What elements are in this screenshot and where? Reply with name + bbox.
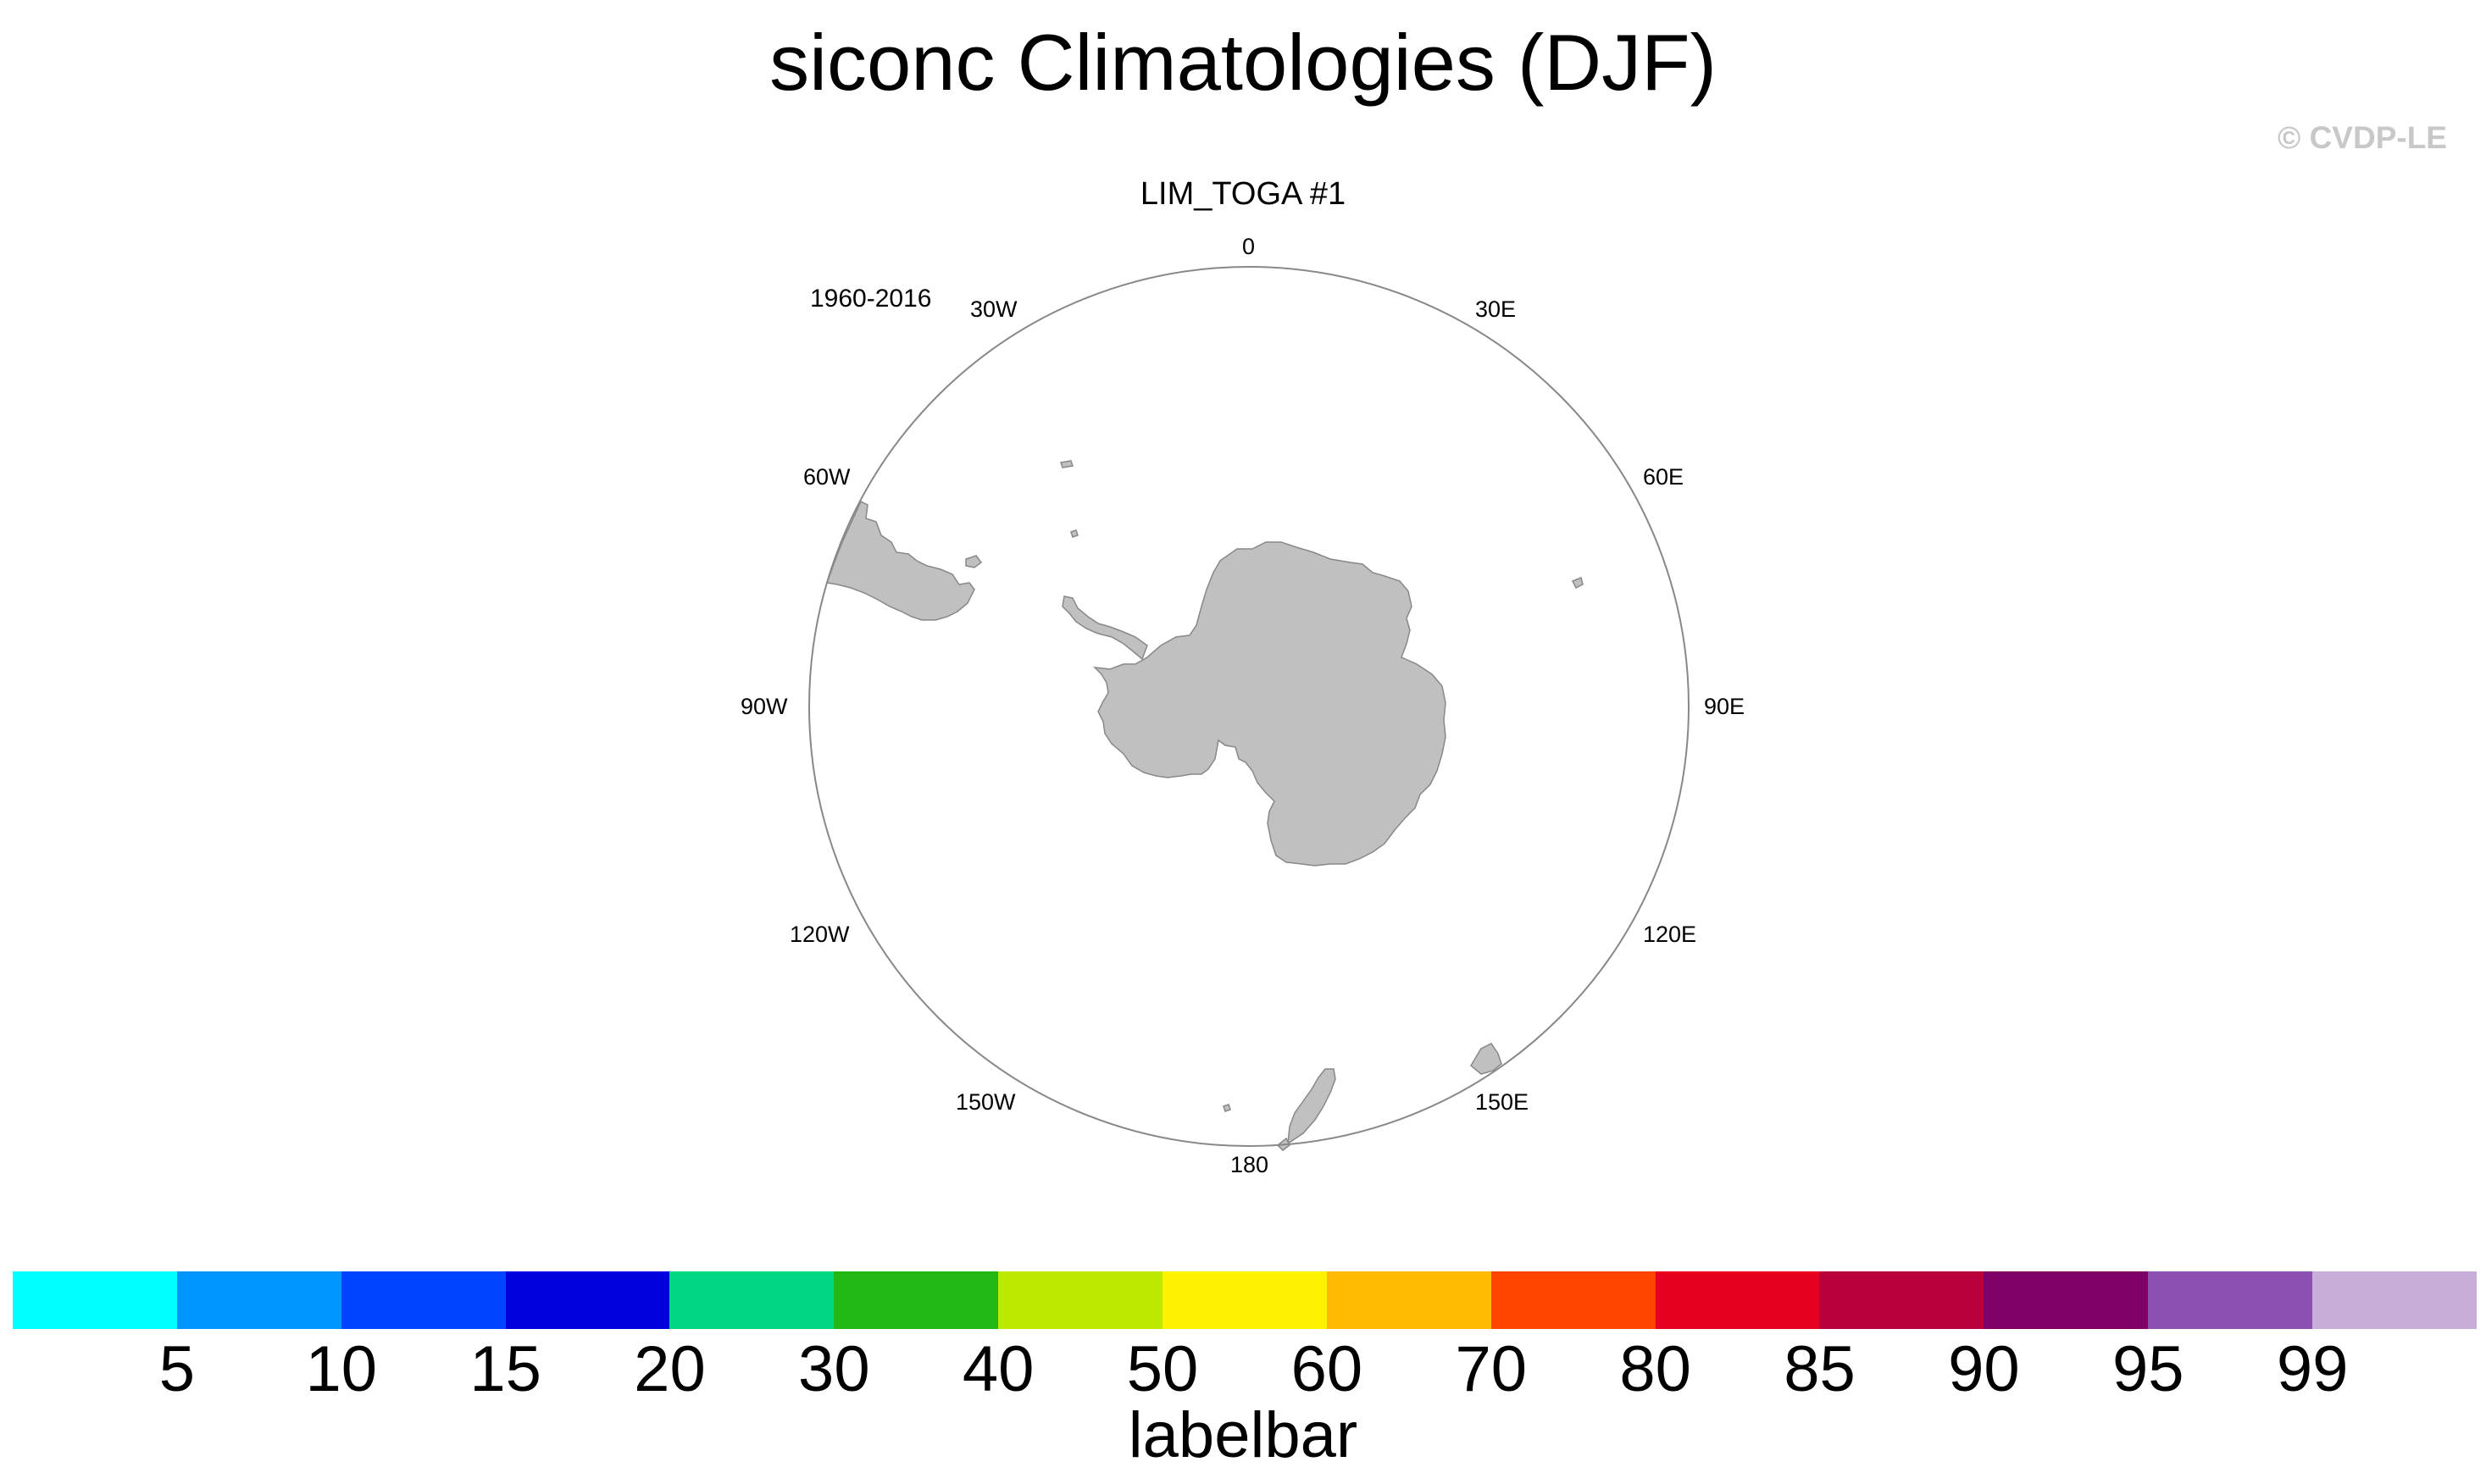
lon-label-150w: 150W bbox=[956, 1089, 1016, 1115]
antarctica-landmass bbox=[1092, 541, 1446, 867]
lon-label-150e: 150E bbox=[1475, 1089, 1529, 1115]
labelbar bbox=[13, 1271, 2477, 1329]
lon-label-90w: 90W bbox=[741, 694, 788, 719]
labelbar-tick-label: 60 bbox=[1290, 1333, 1363, 1405]
labelbar-tick-label: 95 bbox=[2111, 1333, 2184, 1405]
lon-label-30w: 30W bbox=[970, 296, 1018, 322]
labelbar-box bbox=[2312, 1271, 2477, 1329]
labelbar-box bbox=[341, 1271, 506, 1329]
labelbar-tick-label: 15 bbox=[469, 1333, 541, 1405]
lon-label-120e: 120E bbox=[1643, 922, 1697, 947]
labelbar-tick-label: 40 bbox=[962, 1333, 1035, 1405]
labelbar-box bbox=[1490, 1271, 1656, 1329]
falkland-islands bbox=[965, 555, 983, 568]
labelbar-tick-label: 90 bbox=[1948, 1333, 2020, 1405]
south-america-landmass bbox=[825, 500, 975, 621]
period-label: 1960-2016 bbox=[810, 285, 932, 313]
labelbar-box bbox=[1819, 1271, 1984, 1329]
labelbar-box bbox=[998, 1271, 1163, 1329]
lon-label-30e: 30E bbox=[1475, 296, 1517, 322]
labelbar-box bbox=[1163, 1271, 1327, 1329]
labelbar-box bbox=[2148, 1271, 2313, 1329]
map-boundary bbox=[808, 266, 1690, 1147]
labelbar-box bbox=[176, 1271, 341, 1329]
labelbar-title: labelbar bbox=[1128, 1399, 1358, 1471]
labelbar-tick-label: 20 bbox=[634, 1333, 706, 1405]
labelbar-tick-label: 99 bbox=[2276, 1333, 2349, 1405]
south-orkney-island bbox=[1070, 529, 1079, 538]
tasmania bbox=[1470, 1043, 1502, 1075]
macquarie-island bbox=[1223, 1104, 1231, 1112]
labelbar-box bbox=[1655, 1271, 1820, 1329]
lon-label-180: 180 bbox=[1230, 1152, 1269, 1177]
labelbar-tick-label: 30 bbox=[798, 1333, 870, 1405]
labelbar-box bbox=[505, 1271, 670, 1329]
labelbar-tick-label: 50 bbox=[1126, 1333, 1199, 1405]
kerguelen-island bbox=[1571, 576, 1584, 590]
labelbar-box bbox=[1984, 1271, 2149, 1329]
labelbar-box bbox=[834, 1271, 999, 1329]
labelbar-box bbox=[669, 1271, 835, 1329]
lon-label-60w: 60W bbox=[803, 464, 851, 490]
polar-map bbox=[808, 266, 1690, 1151]
lon-label-60e: 60E bbox=[1643, 464, 1684, 490]
credit-label: © CVDP-LE bbox=[2278, 120, 2447, 155]
labelbar-tick-label: 10 bbox=[305, 1333, 377, 1405]
labelbar-tick-label: 70 bbox=[1455, 1333, 1528, 1405]
antarctic-peninsula bbox=[1062, 595, 1148, 661]
south-georgia-island bbox=[1060, 460, 1074, 468]
labelbar-tick-label: 5 bbox=[158, 1333, 195, 1405]
new-zealand-south-island bbox=[1287, 1068, 1336, 1145]
labelbar-tick-label: 80 bbox=[1619, 1333, 1691, 1405]
panel-title: LIM_TOGA #1 bbox=[1140, 176, 1346, 212]
labelbar-box bbox=[13, 1271, 177, 1329]
lon-label-120w: 120W bbox=[790, 922, 850, 947]
labelbar-tick-label: 85 bbox=[1784, 1333, 1856, 1405]
figure-title: siconc Climatologies (DJF) bbox=[769, 18, 1717, 107]
lon-label-90e: 90E bbox=[1704, 694, 1745, 719]
lon-label-0: 0 bbox=[1242, 234, 1256, 259]
labelbar-box bbox=[1326, 1271, 1491, 1329]
